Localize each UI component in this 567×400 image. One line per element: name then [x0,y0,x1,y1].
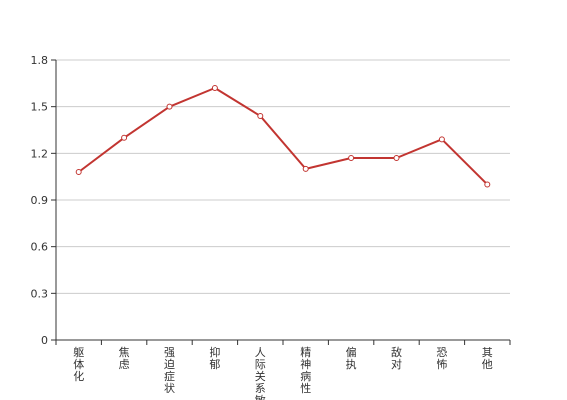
x-category-label: 人际关系敏感 [255,346,266,400]
y-tick-label: 0 [41,334,48,347]
data-point[interactable] [348,155,355,161]
y-tick-label: 1.2 [31,147,49,160]
data-point[interactable] [484,181,491,188]
x-category-label: 躯体化 [73,346,84,383]
y-tick-label: 1.8 [31,54,49,67]
x-category-label: 恐怖 [436,346,447,371]
data-point[interactable] [121,134,128,141]
x-category-label: 精神病性 [300,346,311,395]
y-tick-label: 0.3 [31,287,49,300]
series-layer [75,85,491,188]
x-category-label: 焦虑 [119,346,130,371]
data-point[interactable] [393,155,400,161]
x-category-label: 抑郁 [209,345,220,371]
data-point[interactable] [302,165,309,172]
x-category-label: 敌对 [391,345,402,371]
data-point[interactable] [211,85,218,91]
y-tick-label: 1.5 [31,101,49,114]
x-category-label: 其他 [482,346,493,371]
series-line [78,87,489,186]
y-tick-label: 0.6 [31,241,49,254]
data-point[interactable] [438,136,445,143]
x-category-label: 强迫症状 [164,346,175,395]
y-axis: 0 0.3 0.6 0.9 1.2 1.5 1.8 [31,54,57,347]
y-tick-label: 0.9 [31,194,49,207]
grid-lines [56,59,510,294]
data-point[interactable] [166,103,173,110]
x-category-label: 偏执 [346,345,357,371]
data-point[interactable] [75,169,82,175]
data-point[interactable] [257,113,264,119]
x-axis: 躯体化 焦虑 强迫症状 抑郁 人际关系敏感 精神病性 偏执 敌对 恐怖 其他 [55,339,511,400]
